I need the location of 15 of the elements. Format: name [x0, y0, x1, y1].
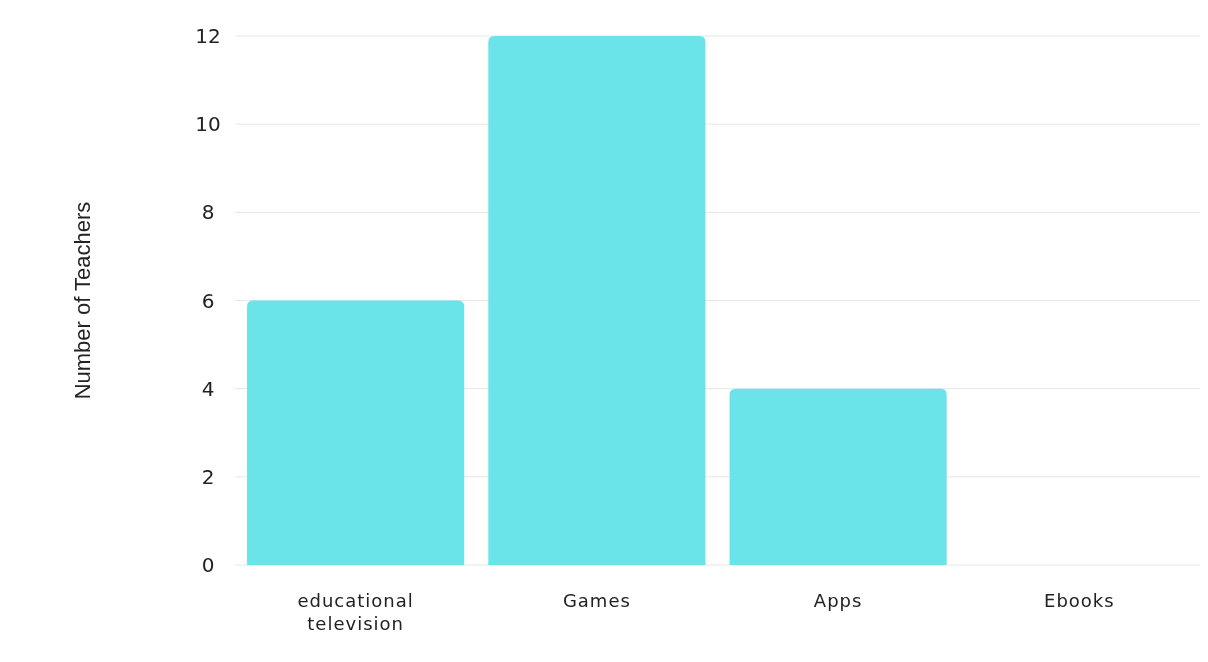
y-tick-label: 0 — [201, 553, 215, 577]
y-tick-label: 4 — [201, 376, 215, 401]
y-tick-label: 10 — [195, 112, 221, 137]
x-tick-label: Ebooks — [1044, 590, 1115, 611]
y-tick-label: 8 — [201, 200, 215, 225]
x-tick-label: Apps — [813, 590, 863, 611]
y-tick-label: 2 — [201, 464, 215, 489]
bar — [729, 388, 947, 565]
bar — [488, 36, 706, 565]
x-tick-label: educational television — [297, 590, 414, 634]
y-axis-title: Number of Teachers — [69, 201, 95, 400]
y-tick-label: 6 — [201, 288, 215, 313]
y-tick-label: 12 — [195, 24, 221, 48]
bar — [247, 300, 465, 565]
x-tick-label: Games — [562, 590, 631, 611]
